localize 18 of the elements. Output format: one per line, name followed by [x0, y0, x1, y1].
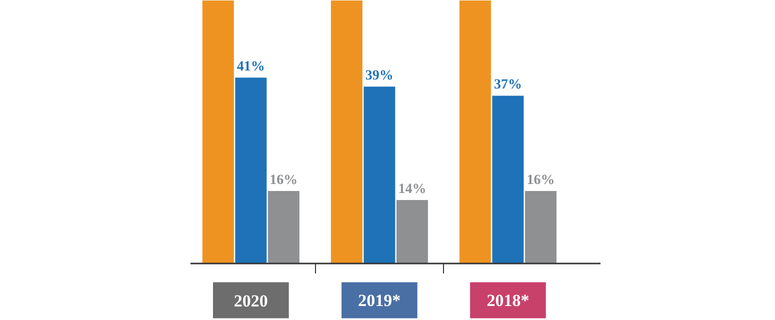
x-tick-label: 2018*: [486, 290, 530, 310]
data-label: 14%: [398, 182, 426, 198]
bar: [235, 78, 267, 264]
data-label: 39%: [365, 68, 394, 84]
data-label: 16%: [270, 172, 298, 188]
bar: [364, 86, 396, 264]
bar: [524, 190, 556, 264]
x-tick-label: 2019*: [358, 290, 401, 310]
bar: [396, 200, 428, 264]
x-tick-label: 2020: [234, 291, 268, 310]
bar: [459, 0, 491, 264]
bar: [268, 190, 300, 264]
data-label: 41%: [236, 60, 265, 75]
bar: [202, 0, 234, 264]
bar: [492, 96, 524, 264]
data-label: 16%: [526, 172, 555, 188]
bar: [330, 0, 362, 264]
data-label: 37%: [494, 78, 522, 93]
